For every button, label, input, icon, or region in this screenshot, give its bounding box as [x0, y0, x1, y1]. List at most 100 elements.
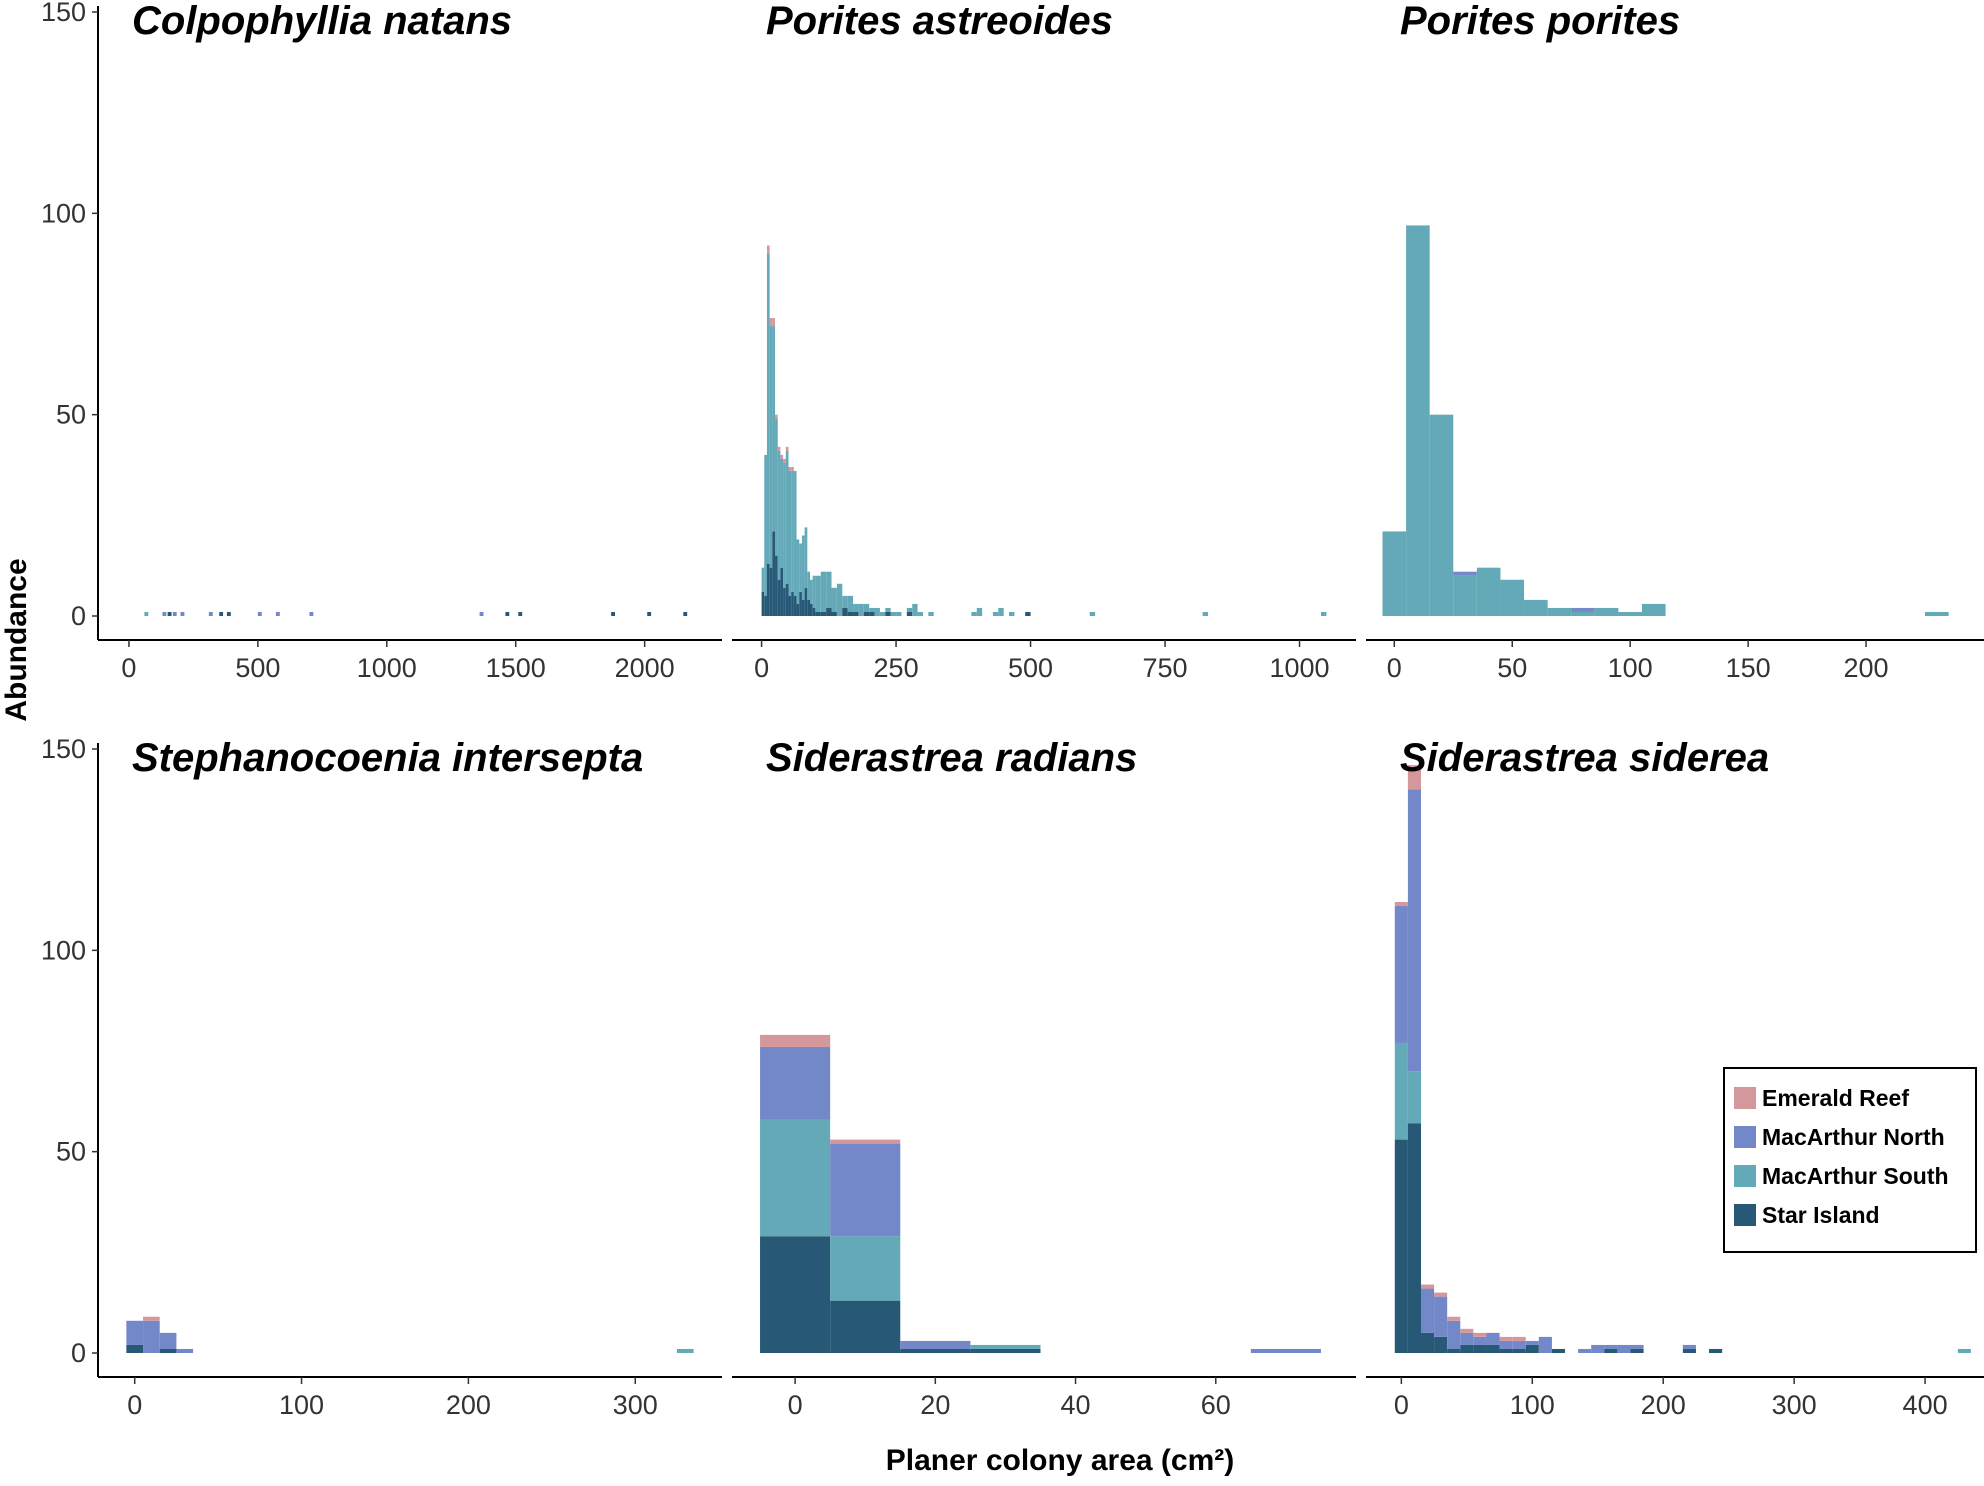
panel-porites-astreoides-bar-11-emerald-reef — [791, 467, 794, 472]
panel-siderastrea-siderea-bar-5-star-island — [1460, 1344, 1474, 1353]
panel-siderastrea-siderea-bar-10-macarthur-north — [1525, 1340, 1539, 1345]
panel-colpophyllia-natans-bar-10-macarthur-north — [309, 611, 314, 616]
panel-porites-astreoides-bar-6-star-island — [777, 579, 781, 616]
panel-siderastrea-siderea-bar-6-emerald-reef — [1473, 1332, 1487, 1337]
panel-porites-astreoides-x-tick-label: 750 — [1143, 653, 1188, 683]
panel-porites-porites-bar-7-macarthur-south — [1547, 607, 1572, 616]
panel-siderastrea-siderea-bar-7-star-island — [1486, 1344, 1500, 1353]
panel-porites-astreoides-bar-14-star-island — [799, 591, 802, 616]
panel-porites-astreoides-bar-21-macarthur-south — [820, 571, 827, 612]
panel-stephanocoenia-intersepta-y-tick-label: 150 — [41, 734, 86, 764]
panel-stephanocoenia-intersepta-bar-1-emerald-reef — [143, 1316, 160, 1321]
panel-porites-astreoides-bar-23-star-island — [831, 611, 837, 616]
panel-porites-astreoides-bar-29-macarthur-south — [863, 603, 870, 612]
panel-porites-astreoides-bar-11-star-island — [791, 591, 794, 616]
panel-stephanocoenia-intersepta-title: Stephanocoenia intersepta — [132, 736, 643, 780]
panel-siderastrea-siderea-bar-3-macarthur-north — [1434, 1296, 1448, 1337]
panel-porites-astreoides: 0 250 500 750 1000 Porites astreoides — [732, 0, 1356, 683]
panel-siderastrea-siderea-bar-1-macarthur-north — [1407, 789, 1421, 1072]
panel-colpophyllia-natans-bar-15-star-island — [647, 611, 652, 616]
panel-siderastrea-siderea-bar-1-macarthur-south — [1407, 1071, 1421, 1124]
panel-porites-porites-x-tick-label: 150 — [1726, 653, 1771, 683]
panel-siderastrea-radians-bar-4-macarthur-north — [1250, 1348, 1321, 1353]
panel-colpophyllia-natans-bar-14-star-island — [611, 611, 615, 616]
panel-stephanocoenia-intersepta-bar-2-macarthur-north — [159, 1332, 177, 1349]
panel-porites-astreoides-bar-9-macarthur-south — [785, 450, 789, 584]
panel-siderastrea-radians-bar-1-star-island — [830, 1300, 901, 1353]
panel-porites-astreoides-bar-10-star-island — [788, 595, 792, 616]
panel-siderastrea-radians-bar-2-macarthur-north — [900, 1340, 971, 1349]
panel-porites-astreoides-bar-11-macarthur-south — [791, 471, 794, 592]
panel-colpophyllia-natans-bar-8-macarthur-north — [257, 611, 262, 616]
panel-porites-astreoides-bar-6-macarthur-south — [777, 450, 781, 580]
panel-porites-porites-bar-11-macarthur-south — [1641, 603, 1666, 616]
panel-porites-astreoides-bar-47-macarthur-south — [1202, 611, 1209, 616]
panel-porites-astreoides-bar-8-emerald-reef — [783, 458, 786, 463]
panel-porites-astreoides-bar-33-macarthur-south — [885, 607, 891, 612]
legend-box — [1723, 1067, 1977, 1253]
panel-porites-astreoides-bar-36-star-island — [906, 611, 913, 616]
panel-siderastrea-siderea-bar-2-emerald-reef — [1420, 1284, 1435, 1289]
panel-porites-astreoides-bar-40-macarthur-south — [971, 611, 977, 616]
panel-porites-astreoides-bar-5-star-island — [775, 555, 778, 616]
panel-porites-astreoides-bar-10-emerald-reef — [788, 467, 792, 472]
panel-porites-astreoides-bar-3-emerald-reef — [769, 318, 773, 327]
panel-siderastrea-siderea-bar-4-emerald-reef — [1447, 1316, 1461, 1321]
panel-porites-astreoides-bar-24-macarthur-south — [836, 583, 843, 616]
panel-porites-astreoides-bar-30-macarthur-south — [869, 607, 875, 612]
panel-porites-astreoides-bar-45-star-island — [1025, 611, 1031, 616]
panel-porites-astreoides-bar-9-star-island — [785, 583, 789, 616]
panel-porites-astreoides-bar-21-star-island — [820, 611, 827, 616]
panel-porites-porites-bar-1-macarthur-south — [1406, 225, 1430, 616]
panel-colpophyllia-natans-bar-3-macarthur-north — [172, 611, 177, 616]
legend-label-macarthur-north: MacArthur North — [1762, 1124, 1945, 1150]
panel-porites-astreoides-bar-25-macarthur-south — [842, 595, 848, 608]
panel-siderastrea-siderea-bar-14-macarthur-north — [1591, 1344, 1605, 1353]
panel-porites-astreoides-bar-19-macarthur-south — [812, 575, 816, 608]
panel-porites-astreoides-bar-42-macarthur-south — [992, 611, 999, 616]
panel-siderastrea-siderea-bar-0-emerald-reef — [1394, 902, 1408, 907]
panel-siderastrea-siderea-bar-4-macarthur-north — [1447, 1320, 1461, 1349]
panel-porites-astreoides-bar-37-macarthur-south — [912, 603, 918, 616]
panel-colpophyllia-natans-bar-11-macarthur-north — [479, 611, 484, 616]
panel-porites-astreoides-bar-18-macarthur-south — [810, 579, 813, 604]
panel-porites-astreoides-bar-46-macarthur-south — [1089, 611, 1096, 616]
panel-siderastrea-radians: 0 20 40 60 Siderastrea radians — [732, 736, 1356, 1420]
panel-siderastrea-siderea-bar-10-star-island — [1525, 1344, 1539, 1353]
panel-porites-porites-bar-8-macarthur-south — [1571, 611, 1595, 616]
panel-siderastrea-siderea-bar-16-macarthur-north — [1617, 1344, 1631, 1353]
panel-siderastrea-radians-bar-0-star-island — [760, 1236, 831, 1353]
panel-siderastrea-siderea-bar-0-macarthur-north — [1394, 906, 1408, 1043]
panel-porites-astreoides-bar-31-macarthur-south — [874, 607, 880, 616]
panel-siderastrea-siderea-bar-12-star-island — [1551, 1348, 1566, 1353]
panel-colpophyllia-natans-x-tick-label: 0 — [121, 653, 136, 683]
x-axis-title: Planer colony area (cm²) — [886, 1444, 1234, 1477]
panel-siderastrea-siderea-x-tick-label: 300 — [1772, 1390, 1817, 1420]
panel-siderastrea-siderea-x-tick-label: 100 — [1510, 1390, 1555, 1420]
panel-siderastrea-siderea-bar-9-star-island — [1512, 1348, 1526, 1353]
panel-siderastrea-siderea-bar-5-macarthur-north — [1460, 1332, 1474, 1345]
panel-siderastrea-radians-bar-0-emerald-reef — [760, 1034, 831, 1047]
panel-stephanocoenia-intersepta-y-tick-label: 50 — [56, 1137, 86, 1167]
panel-porites-porites-bar-3-macarthur-south — [1453, 575, 1477, 616]
panel-colpophyllia-natans-bar-2-star-island — [167, 611, 172, 616]
panel-porites-astreoides-bar-2-star-island — [766, 563, 770, 616]
panel-porites-astreoides-bar-28-macarthur-south — [858, 603, 864, 616]
legend-label-emerald-reef: Emerald Reef — [1762, 1085, 1909, 1111]
panel-porites-astreoides-bar-4-star-island — [772, 531, 776, 616]
panel-siderastrea-radians-bar-2-star-island — [900, 1348, 971, 1353]
panel-porites-porites-bar-4-macarthur-south — [1476, 567, 1501, 616]
panel-porites-astreoides-bar-4-macarthur-south — [772, 326, 776, 532]
panel-colpophyllia-natans-y-tick-label: 100 — [41, 198, 86, 228]
panel-siderastrea-siderea-bar-1-star-island — [1407, 1123, 1421, 1353]
panel-porites-astreoides-bar-2-emerald-reef — [766, 245, 770, 254]
panel-porites-porites-x-tick-label: 100 — [1608, 653, 1653, 683]
panel-porites-astreoides-x-tick-label: 250 — [874, 653, 919, 683]
panel-porites-astreoides-bar-16-star-island — [804, 587, 808, 616]
panel-porites-astreoides-bar-8-macarthur-south — [783, 462, 786, 588]
panel-porites-porites: 0 50 100 150 200 Porites porites — [1366, 0, 1984, 683]
panel-siderastrea-siderea-x-tick-label: 400 — [1903, 1390, 1948, 1420]
panel-siderastrea-siderea: 0 100 200 300 400 Siderastrea siderea — [1366, 736, 1984, 1420]
panel-colpophyllia-natans-x-tick-label: 500 — [235, 653, 280, 683]
